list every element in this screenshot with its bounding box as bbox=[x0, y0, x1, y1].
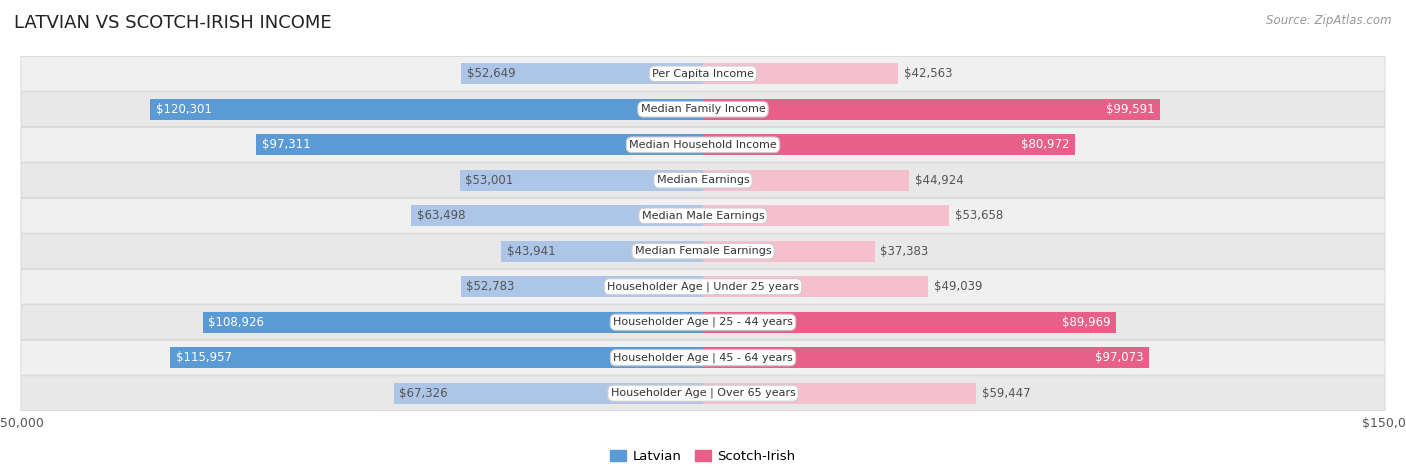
FancyBboxPatch shape bbox=[21, 234, 1385, 269]
Bar bbox=[703, 383, 976, 403]
Text: $59,447: $59,447 bbox=[981, 387, 1031, 400]
Text: Median Earnings: Median Earnings bbox=[657, 175, 749, 185]
FancyBboxPatch shape bbox=[21, 163, 1385, 198]
FancyBboxPatch shape bbox=[21, 198, 1385, 233]
Text: Per Capita Income: Per Capita Income bbox=[652, 69, 754, 79]
Text: $97,311: $97,311 bbox=[262, 138, 311, 151]
Bar bbox=[703, 276, 928, 297]
Text: $120,301: $120,301 bbox=[156, 103, 212, 116]
Text: $89,969: $89,969 bbox=[1062, 316, 1111, 329]
Bar bbox=[256, 134, 703, 155]
Text: Householder Age | Under 25 years: Householder Age | Under 25 years bbox=[607, 282, 799, 292]
Text: $80,972: $80,972 bbox=[1021, 138, 1070, 151]
Bar bbox=[412, 205, 703, 226]
Text: $53,001: $53,001 bbox=[465, 174, 513, 187]
Bar bbox=[703, 170, 910, 191]
FancyBboxPatch shape bbox=[21, 376, 1385, 410]
Text: $49,039: $49,039 bbox=[934, 280, 983, 293]
Bar bbox=[703, 99, 1160, 120]
Bar bbox=[170, 347, 703, 368]
Text: Householder Age | 45 - 64 years: Householder Age | 45 - 64 years bbox=[613, 353, 793, 363]
Bar bbox=[202, 312, 703, 333]
Text: Median Male Earnings: Median Male Earnings bbox=[641, 211, 765, 221]
Text: $99,591: $99,591 bbox=[1107, 103, 1154, 116]
Text: $44,924: $44,924 bbox=[915, 174, 963, 187]
Text: Median Family Income: Median Family Income bbox=[641, 104, 765, 114]
FancyBboxPatch shape bbox=[21, 269, 1385, 304]
Bar bbox=[703, 205, 949, 226]
FancyBboxPatch shape bbox=[21, 305, 1385, 340]
Text: $63,498: $63,498 bbox=[416, 209, 465, 222]
Text: $52,783: $52,783 bbox=[465, 280, 515, 293]
Text: $67,326: $67,326 bbox=[399, 387, 449, 400]
Bar bbox=[394, 383, 703, 403]
Text: $43,941: $43,941 bbox=[506, 245, 555, 258]
Text: $42,563: $42,563 bbox=[904, 67, 952, 80]
Text: Median Female Earnings: Median Female Earnings bbox=[634, 246, 772, 256]
Text: $115,957: $115,957 bbox=[176, 351, 232, 364]
Text: Householder Age | Over 65 years: Householder Age | Over 65 years bbox=[610, 388, 796, 398]
Text: $52,649: $52,649 bbox=[467, 67, 516, 80]
Bar bbox=[703, 312, 1116, 333]
Bar bbox=[703, 64, 898, 84]
Text: $37,383: $37,383 bbox=[880, 245, 928, 258]
Text: Householder Age | 25 - 44 years: Householder Age | 25 - 44 years bbox=[613, 317, 793, 327]
Text: $97,073: $97,073 bbox=[1095, 351, 1143, 364]
Bar bbox=[703, 134, 1076, 155]
Bar bbox=[461, 276, 703, 297]
Text: $108,926: $108,926 bbox=[208, 316, 264, 329]
Text: $53,658: $53,658 bbox=[955, 209, 1004, 222]
Text: LATVIAN VS SCOTCH-IRISH INCOME: LATVIAN VS SCOTCH-IRISH INCOME bbox=[14, 14, 332, 32]
Bar bbox=[150, 99, 703, 120]
Text: Median Household Income: Median Household Income bbox=[628, 140, 778, 150]
FancyBboxPatch shape bbox=[21, 57, 1385, 91]
Bar bbox=[703, 241, 875, 262]
Legend: Latvian, Scotch-Irish: Latvian, Scotch-Irish bbox=[605, 445, 801, 467]
Bar bbox=[703, 347, 1149, 368]
Text: Source: ZipAtlas.com: Source: ZipAtlas.com bbox=[1267, 14, 1392, 27]
Bar bbox=[460, 170, 703, 191]
Bar bbox=[501, 241, 703, 262]
FancyBboxPatch shape bbox=[21, 92, 1385, 127]
FancyBboxPatch shape bbox=[21, 340, 1385, 375]
FancyBboxPatch shape bbox=[21, 127, 1385, 162]
Bar bbox=[461, 64, 703, 84]
